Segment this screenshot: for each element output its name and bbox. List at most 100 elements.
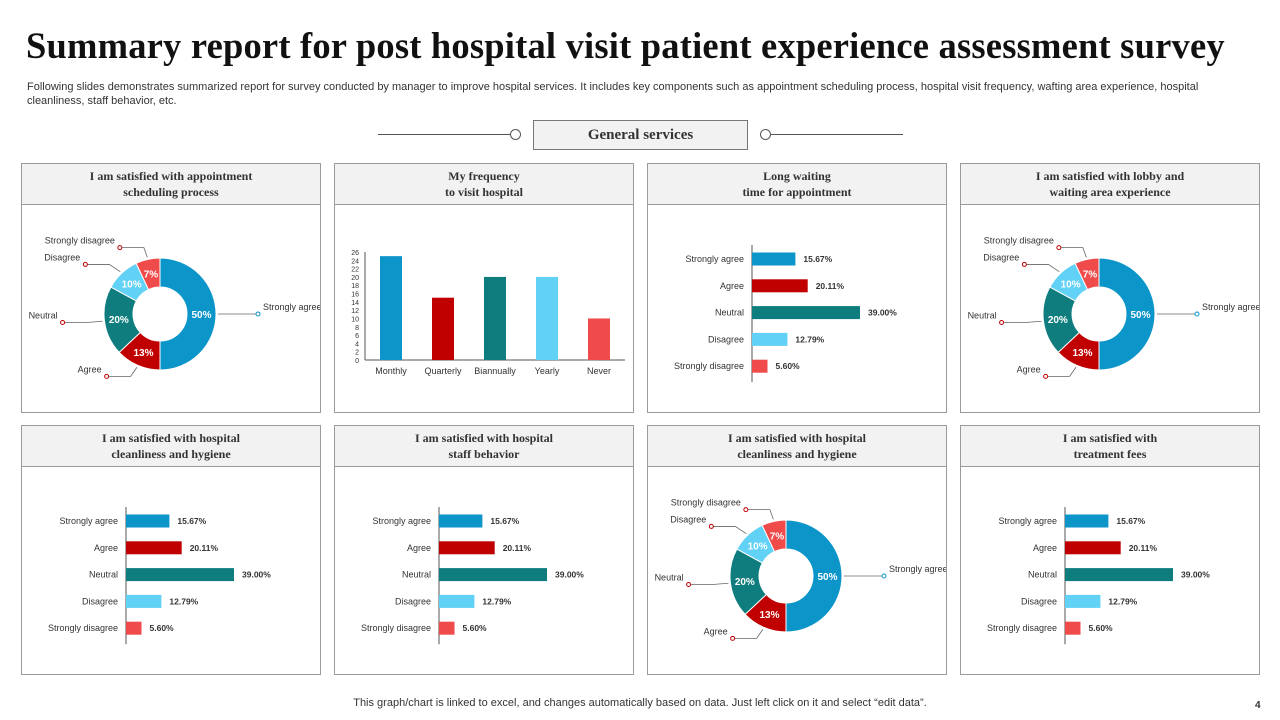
bar-value-label: 15.67% [490,516,519,526]
y-tick-label: 22 [351,267,359,274]
bar-never [588,318,610,360]
callout-label-strongly-agree: Strongly agree [889,564,946,574]
bar-agree [1065,541,1121,555]
callout-label-strongly-disagree: Strongly disagree [984,236,1054,246]
chart-panel: I am satisfied with hospital cleanliness … [647,425,947,675]
callout-line [1001,320,1042,323]
chart-title: I am satisfied with lobby and waiting are… [961,164,1259,205]
chart-title: I am satisfied with hospital cleanliness … [22,426,320,467]
bar-strongly-agree [439,514,483,528]
chart-svg-hbar: Strongly agree 15.67% Agree 20.11% Neutral 39… [674,245,897,383]
category-label-strongly-agree: Strongly agree [372,516,431,526]
callout-label-strongly-disagree: Strongly disagree [671,498,741,508]
bar-value-label: 12.79% [169,596,198,606]
y-tick-label: 20 [351,275,359,282]
bar-value-label: 12.79% [795,334,824,344]
bar-neutral [439,568,547,582]
bar-value-label: 20.11% [503,543,532,553]
chart-panel: I am satisfied with hospital cleanliness … [21,425,321,675]
pie-slice-strongly-agree [1098,257,1156,371]
callout-line [732,629,764,639]
chart-title-line: I am satisfied with hospital [727,431,867,445]
pie-value-label: 20% [735,577,755,588]
callout-label-agree: Agree [704,626,728,636]
section-divider-right-dot [760,129,771,140]
section-label: General services [533,120,748,150]
bar-neutral [126,568,234,582]
callout-dot [1043,373,1049,379]
bar-disagree [439,594,475,608]
pie-value-label: 20% [109,315,129,326]
callout-label-neutral: Neutral [968,311,997,321]
chart-title-line: scheduling process [123,185,219,199]
x-tick-label-yearly: Yearly [535,366,560,376]
chart-svg-hbar: Strongly agree 15.67% Agree 20.11% Neutral 39… [987,507,1210,645]
bar-neutral [752,306,860,320]
callout-dot [743,507,749,513]
chart-title-line: My frequency [448,169,520,183]
bar-value-label: 15.67% [177,516,206,526]
chart-svg-pie: 50% 13% 20% 10%7% Strongly agree Agree Neutral… [655,498,946,641]
chart-panel: I am satisfied with treatment fees Strongl… [960,425,1260,675]
pie-value-label: 13% [1073,348,1093,359]
y-tick-label: 18 [351,283,359,290]
bar-strongly-agree [1065,514,1109,528]
pie-slice-strongly-agree [785,519,843,633]
callout-dot [730,635,736,641]
chart-title-line: to visit hospital [444,185,523,199]
bar-yearly [536,276,558,360]
x-tick-label-never: Never [587,366,611,376]
y-tick-label: 2 [355,350,359,357]
bar-value-label: 12.79% [482,596,511,606]
bar-value-label: 5.60% [776,361,801,371]
footer-note: This graph/chart is linked to excel, and… [353,697,927,709]
category-label-strongly-disagree: Strongly disagree [361,623,431,633]
callout-line [1024,264,1060,273]
category-label-strongly-disagree: Strongly disagree [674,361,744,371]
pie-value-label: 20% [1048,315,1068,326]
y-tick-label: 10 [351,316,359,323]
callout-line [688,582,729,585]
pie-value-label: 50% [817,572,837,583]
pie-slice-strongly-disagree [1074,257,1100,291]
category-label-agree: Agree [720,281,744,291]
bar-value-label: 39.00% [868,308,897,318]
page-title: Summary report for post hospital visit p… [26,25,1225,66]
bar-value-label: 5.60% [150,623,175,633]
callout-line [711,526,747,535]
x-tick-label-biannually: Biannually [474,366,516,376]
pie-value-label: 50% [191,310,211,321]
section-divider-right [771,134,903,135]
callout-line [1058,247,1087,258]
callout-label-disagree: Disagree [44,252,80,262]
chart-title: I am satisfied with hospital staff behavi… [335,426,633,467]
category-label-neutral: Neutral [715,308,744,318]
chart-panel: Long waiting time for appointment Strongly… [647,163,947,413]
callout-line [1045,367,1077,377]
bar-agree [439,541,495,555]
chart-panel: My frequency to visit hospital 0 2 4 6 8 10 12 14… [334,163,634,413]
pie-value-label: 7% [1083,269,1098,280]
bar-value-label: 39.00% [555,570,584,580]
callout-dot [1056,245,1062,251]
callout-dot [1021,261,1027,267]
bar-strongly-disagree [439,621,455,635]
bar-disagree [752,332,788,346]
y-tick-label: 14 [351,300,359,307]
bar-quarterly [432,297,454,360]
y-tick-label: 4 [355,341,359,348]
chart-svg-pie: 50% 13% 20% 10%7% Strongly agree Agree Neutral… [968,236,1259,379]
category-label-neutral: Neutral [402,570,431,580]
y-tick-label: 8 [355,325,359,332]
callout-label-neutral: Neutral [29,311,58,321]
bar-value-label: 5.60% [1089,623,1114,633]
callout-dot [1194,311,1200,317]
callout-line [745,509,774,520]
chart-title: I am satisfied with treatment fees [961,426,1259,467]
bar-value-label: 20.11% [190,543,219,553]
chart-title-line: waiting area experience [1049,185,1171,199]
callout-label-strongly-agree: Strongly agree [1202,302,1259,312]
bar-value-label: 20.11% [816,281,845,291]
pie-value-label: 7% [144,269,159,280]
